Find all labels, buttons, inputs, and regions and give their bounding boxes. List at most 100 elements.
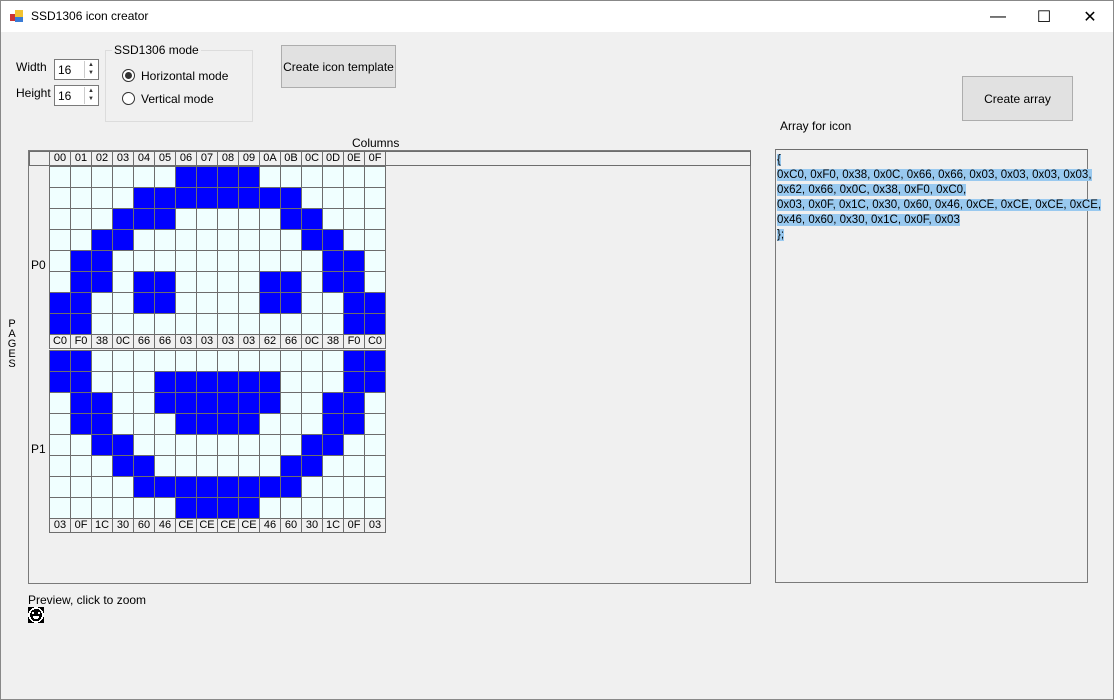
pixel-cell[interactable]: [238, 497, 260, 519]
pixel-cell[interactable]: [49, 455, 71, 477]
pixel-cell[interactable]: [91, 413, 113, 435]
pixel-cell[interactable]: [154, 271, 176, 293]
pixel-cell[interactable]: [301, 229, 323, 251]
pixel-cell[interactable]: [238, 187, 260, 209]
pixel-cell[interactable]: [364, 313, 386, 335]
pixel-cell[interactable]: [154, 313, 176, 335]
pixel-cell[interactable]: [217, 350, 239, 372]
pixel-cell[interactable]: [259, 208, 281, 230]
pixel-cell[interactable]: [364, 166, 386, 188]
pixel-cell[interactable]: [154, 392, 176, 414]
pixel-cell[interactable]: [112, 497, 134, 519]
pixel-cell[interactable]: [280, 350, 302, 372]
pixel-cell[interactable]: [217, 313, 239, 335]
close-button[interactable]: ✕: [1083, 8, 1097, 26]
pixel-cell[interactable]: [259, 413, 281, 435]
pixel-cell[interactable]: [343, 313, 365, 335]
pixel-cell[interactable]: [343, 166, 365, 188]
pixel-cell[interactable]: [196, 350, 218, 372]
pixel-cell[interactable]: [280, 455, 302, 477]
pixel-cell[interactable]: [133, 434, 155, 456]
pixel-cell[interactable]: [112, 250, 134, 272]
pixel-cell[interactable]: [343, 413, 365, 435]
pixel-cell[interactable]: [196, 187, 218, 209]
horizontal-mode-radio[interactable]: [122, 69, 135, 82]
pixel-cell[interactable]: [154, 292, 176, 314]
pixel-cell[interactable]: [301, 166, 323, 188]
pixel-cell[interactable]: [322, 371, 344, 393]
pixel-cell[interactable]: [364, 229, 386, 251]
create-array-button[interactable]: Create array: [962, 76, 1073, 121]
pixel-cell[interactable]: [301, 476, 323, 498]
pixel-cell[interactable]: [364, 413, 386, 435]
pixel-cell[interactable]: [112, 434, 134, 456]
pixel-cell[interactable]: [91, 313, 113, 335]
pixel-cell[interactable]: [154, 208, 176, 230]
pixel-cell[interactable]: [343, 392, 365, 414]
pixel-cell[interactable]: [217, 413, 239, 435]
pixel-cell[interactable]: [217, 392, 239, 414]
pixel-cell[interactable]: [238, 434, 260, 456]
pixel-cell[interactable]: [70, 208, 92, 230]
pixel-cell[interactable]: [112, 187, 134, 209]
pixel-cell[interactable]: [175, 455, 197, 477]
minimize-button[interactable]: —: [990, 7, 1006, 25]
pixel-cell[interactable]: [49, 497, 71, 519]
pixel-cell[interactable]: [133, 271, 155, 293]
pixel-cell[interactable]: [280, 476, 302, 498]
pixel-cell[interactable]: [238, 455, 260, 477]
pixel-cell[interactable]: [70, 497, 92, 519]
width-stepper[interactable]: 16 ▲ ▼: [54, 59, 99, 80]
maximize-button[interactable]: ☐: [1036, 8, 1052, 26]
pixel-cell[interactable]: [238, 413, 260, 435]
pixel-cell[interactable]: [49, 250, 71, 272]
pixel-cell[interactable]: [259, 497, 281, 519]
pixel-cell[interactable]: [70, 455, 92, 477]
pixel-cell[interactable]: [280, 371, 302, 393]
pixel-cell[interactable]: [217, 208, 239, 230]
pixel-cell[interactable]: [280, 497, 302, 519]
pixel-cell[interactable]: [49, 371, 71, 393]
pixel-cell[interactable]: [175, 166, 197, 188]
pixel-cell[interactable]: [343, 271, 365, 293]
pixel-cell[interactable]: [91, 271, 113, 293]
pixel-cell[interactable]: [301, 497, 323, 519]
pixel-cell[interactable]: [112, 229, 134, 251]
pixel-cell[interactable]: [91, 166, 113, 188]
pixel-cell[interactable]: [343, 497, 365, 519]
pixel-cell[interactable]: [91, 187, 113, 209]
pixel-cell[interactable]: [322, 413, 344, 435]
pixel-cell[interactable]: [175, 271, 197, 293]
pixel-cell[interactable]: [301, 413, 323, 435]
pixel-cell[interactable]: [112, 392, 134, 414]
pixel-cell[interactable]: [322, 434, 344, 456]
pixel-cell[interactable]: [238, 371, 260, 393]
pixel-cell[interactable]: [238, 313, 260, 335]
pixel-cell[interactable]: [175, 371, 197, 393]
pixel-cell[interactable]: [280, 250, 302, 272]
pixel-cell[interactable]: [133, 350, 155, 372]
pixel-cell[interactable]: [259, 434, 281, 456]
pixel-cell[interactable]: [133, 166, 155, 188]
pixel-cell[interactable]: [343, 371, 365, 393]
pixel-cell[interactable]: [343, 455, 365, 477]
pixel-cell[interactable]: [49, 313, 71, 335]
pixel-cell[interactable]: [217, 271, 239, 293]
pixel-cell[interactable]: [133, 455, 155, 477]
pixel-cell[interactable]: [196, 434, 218, 456]
pixel-cell[interactable]: [112, 292, 134, 314]
pixel-cell[interactable]: [364, 392, 386, 414]
pixel-cell[interactable]: [175, 497, 197, 519]
pixel-cell[interactable]: [301, 208, 323, 230]
icon-preview[interactable]: [28, 607, 44, 623]
pixel-cell[interactable]: [154, 371, 176, 393]
pixel-cell[interactable]: [301, 250, 323, 272]
pixel-cell[interactable]: [70, 413, 92, 435]
pixel-cell[interactable]: [49, 271, 71, 293]
pixel-cell[interactable]: [70, 250, 92, 272]
pixel-cell[interactable]: [343, 250, 365, 272]
pixel-cell[interactable]: [49, 350, 71, 372]
pixel-cell[interactable]: [364, 208, 386, 230]
pixel-cell[interactable]: [217, 187, 239, 209]
pixel-cell[interactable]: [322, 166, 344, 188]
